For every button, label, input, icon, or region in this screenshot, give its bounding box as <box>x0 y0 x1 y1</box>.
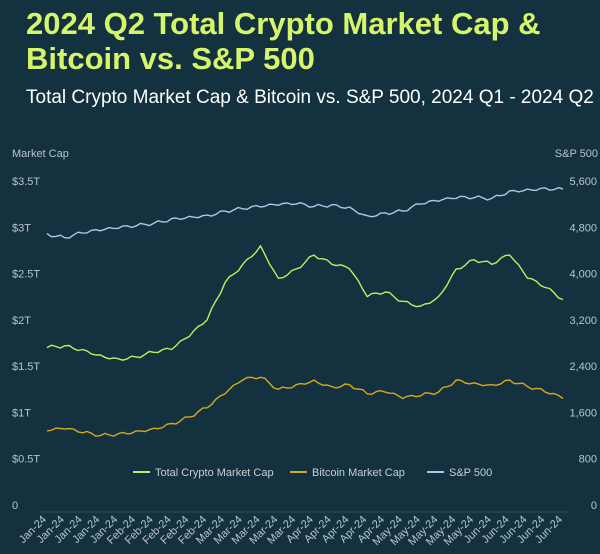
left-tick-label: 0 <box>12 500 18 512</box>
chart-subtitle: Total Crypto Market Cap & Bitcoin vs. S&… <box>26 87 594 108</box>
left-tick-label: $3.5T <box>12 176 40 188</box>
right-tick-label: 1,600 <box>569 407 597 419</box>
right-tick-label: 3,200 <box>569 315 597 327</box>
right-tick-label: 4,000 <box>569 269 597 281</box>
right-tick-label: 5,600 <box>569 176 597 188</box>
right-tick-label: 0 <box>591 500 597 512</box>
left-tick-label: $0.5T <box>12 454 40 466</box>
series-line-total-crypto-market-cap <box>46 245 564 361</box>
right-tick-label: 4,800 <box>569 222 597 234</box>
right-axis-label: S&P 500 <box>555 148 598 160</box>
series-line-bitcoin-market-cap <box>46 376 564 437</box>
legend-label: Bitcoin Market Cap <box>312 467 405 479</box>
legend-label: Total Crypto Market Cap <box>155 467 274 479</box>
legend-item[interactable]: Total Crypto Market Cap <box>133 467 274 479</box>
legend-item[interactable]: Bitcoin Market Cap <box>290 467 405 479</box>
left-tick-label: $3T <box>12 222 31 234</box>
left-tick-label: $2.5T <box>12 269 40 281</box>
right-tick-label: 800 <box>579 454 597 466</box>
legend-label: S&P 500 <box>449 467 492 479</box>
left-tick-label: $2T <box>12 315 31 327</box>
left-tick-label: $1.5T <box>12 361 40 373</box>
chart-title: 2024 Q2 Total Crypto Market Cap & Bitcoi… <box>26 6 541 76</box>
right-tick-label: 2,400 <box>569 361 597 373</box>
left-axis-label: Market Cap <box>12 148 69 160</box>
series-line-s-p-500 <box>46 186 564 239</box>
legend-item[interactable]: S&P 500 <box>427 467 492 479</box>
left-tick-label: $1T <box>12 407 31 419</box>
